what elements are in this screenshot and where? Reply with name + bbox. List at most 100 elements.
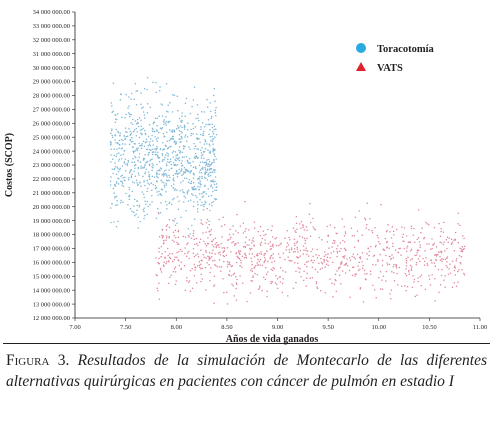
data-point-vats [185,255,188,257]
data-point-vats [259,264,261,266]
data-point-toracotomia [178,146,181,148]
data-point-vats [429,284,432,286]
data-point-toracotomia [115,180,118,183]
data-point-toracotomia [191,105,193,108]
data-point-vats [271,281,274,283]
data-point-toracotomia [214,111,217,114]
data-point-toracotomia [212,200,215,203]
data-point-toracotomia [204,148,207,150]
data-point-toracotomia [142,175,144,178]
data-point-vats [232,240,235,243]
data-point-toracotomia [138,152,141,155]
data-point-toracotomia [170,130,173,133]
data-point-vats [324,251,326,253]
data-point-toracotomia [208,133,210,136]
data-point-vats [270,248,273,250]
data-point-vats [199,238,202,241]
data-point-vats [446,266,449,269]
data-point-toracotomia [156,140,158,142]
data-point-vats [424,250,426,252]
data-point-toracotomia [187,228,190,230]
data-point-vats [187,242,189,244]
data-point-vats [400,285,403,287]
data-point-vats [326,256,329,259]
data-point-vats [386,247,388,249]
data-point-vats [175,280,177,282]
data-point-vats [393,272,395,274]
data-point-vats [277,245,280,247]
data-point-vats [358,261,361,264]
data-point-vats [196,264,199,267]
data-point-vats [173,241,175,243]
data-point-vats [192,252,195,254]
data-point-vats [304,242,306,244]
data-point-vats [344,255,346,257]
data-point-toracotomia [211,138,214,140]
data-point-toracotomia [181,189,184,191]
data-point-toracotomia [186,190,189,193]
data-point-toracotomia [174,189,176,191]
data-point-vats [252,276,254,279]
data-point-toracotomia [214,197,216,200]
data-point-toracotomia [215,114,217,117]
data-point-toracotomia [198,193,201,195]
data-point-toracotomia [154,148,156,150]
data-point-vats [228,270,231,272]
data-point-vats [246,244,248,246]
data-point-toracotomia [112,172,114,175]
data-point-toracotomia [199,186,201,188]
data-point-vats [250,269,252,272]
data-point-vats [232,233,235,236]
data-point-toracotomia [181,137,183,140]
data-point-toracotomia [138,174,140,176]
data-point-toracotomia [142,159,145,161]
data-point-toracotomia [123,162,126,164]
data-point-toracotomia [156,191,158,193]
data-point-vats [379,253,381,256]
data-point-toracotomia [192,194,194,196]
data-point-vats [343,257,345,259]
data-point-vats [274,237,276,240]
data-point-vats [436,253,438,256]
data-point-toracotomia [213,183,216,186]
data-point-vats [251,280,254,282]
data-point-vats [418,241,421,243]
data-point-vats [414,295,417,298]
data-point-vats [446,257,448,260]
data-point-toracotomia [144,133,147,136]
data-point-vats [208,263,210,266]
data-point-toracotomia [173,220,175,222]
data-point-toracotomia [146,187,149,190]
data-point-vats [389,293,391,295]
data-point-vats [381,264,384,267]
data-point-vats [176,241,178,244]
data-point-vats [318,262,320,265]
data-point-toracotomia [114,195,116,198]
data-point-toracotomia [118,144,121,146]
data-point-vats [277,253,280,255]
data-point-toracotomia [145,161,148,163]
data-point-toracotomia [176,189,178,191]
data-point-vats [226,247,229,249]
data-point-toracotomia [179,189,181,192]
data-point-vats [259,225,262,228]
data-point-toracotomia [178,149,180,152]
data-point-vats [294,242,296,244]
data-point-toracotomia [136,90,139,92]
data-point-toracotomia [155,153,158,156]
data-point-vats [313,227,315,230]
data-point-toracotomia [204,184,206,187]
data-point-toracotomia [115,173,118,175]
y-tick-label: 26 000 000.00 [33,120,70,127]
data-point-vats [439,255,441,258]
data-point-toracotomia [180,135,183,138]
data-point-toracotomia [175,169,178,172]
data-point-toracotomia [195,188,197,191]
data-point-vats [209,230,211,232]
data-point-vats [164,250,167,253]
data-point-vats [325,263,328,265]
data-point-vats [336,250,339,253]
data-point-toracotomia [148,143,151,145]
data-point-toracotomia [158,131,160,134]
data-point-toracotomia [214,128,217,130]
